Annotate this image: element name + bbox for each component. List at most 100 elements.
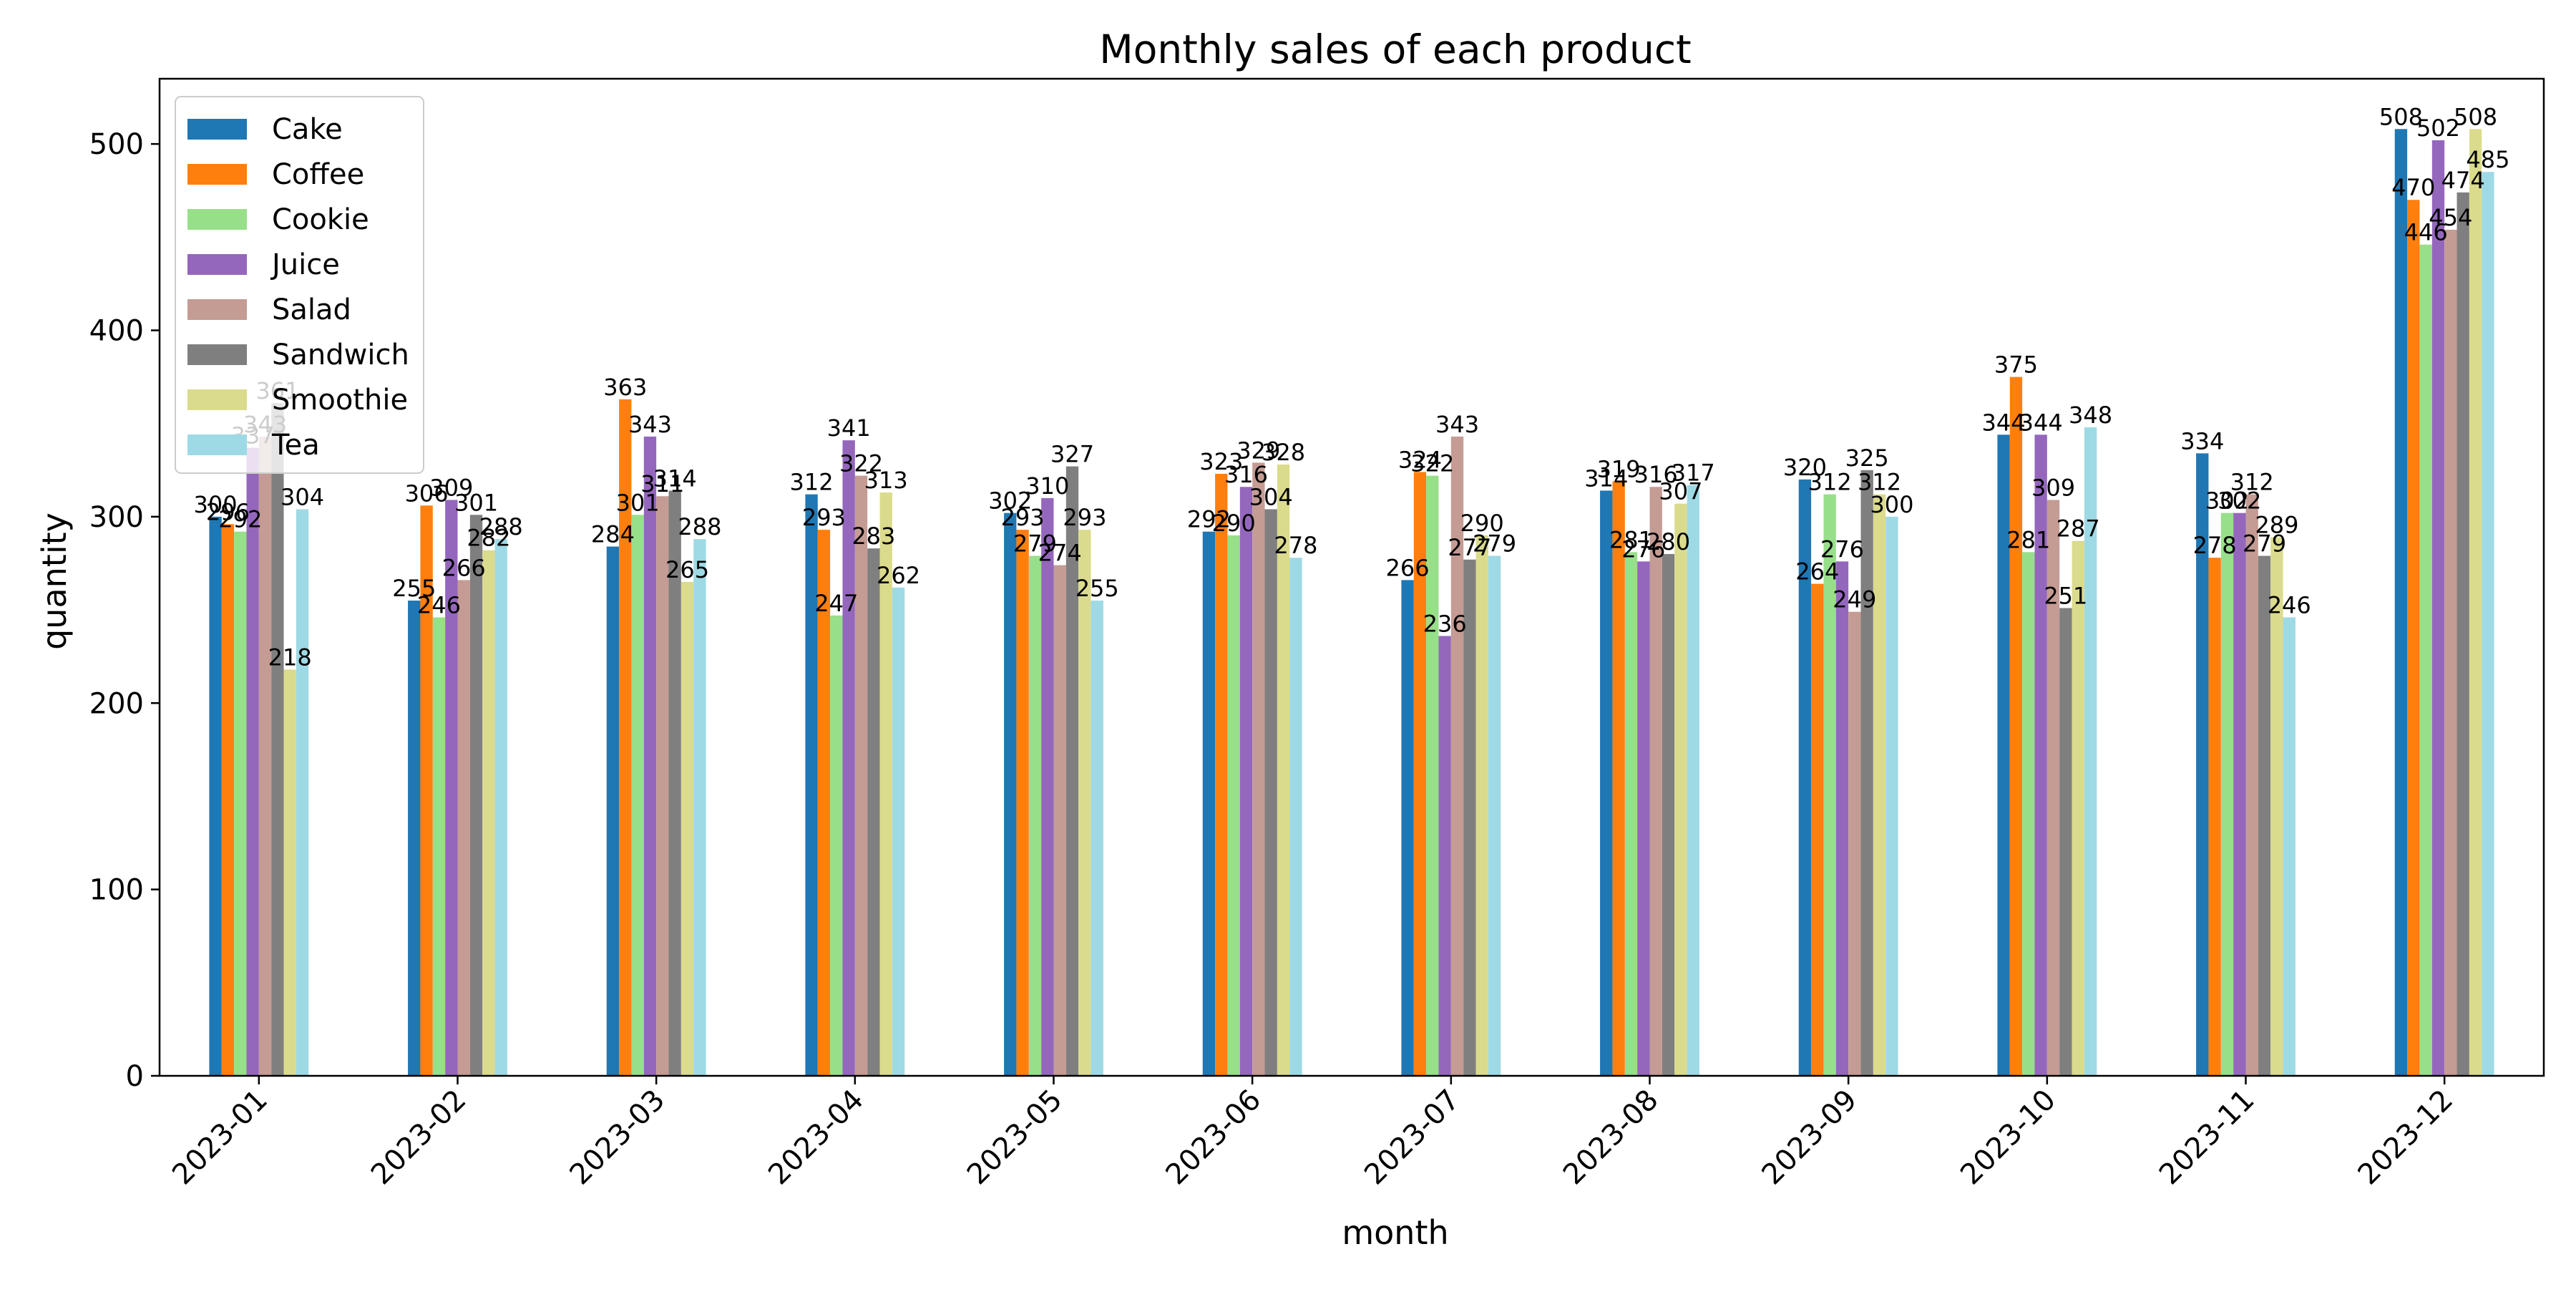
bar-labels-layer: 3002962923373433612183042553062463092663… <box>194 103 2510 671</box>
bar-smoothie-2023-03 <box>680 582 694 1076</box>
legend-label-cookie: Cookie <box>272 203 369 236</box>
x-tick-label: 2023-07 <box>1358 1084 1466 1192</box>
bar-value-label: 307 <box>1659 478 1702 505</box>
bar-value-label: 262 <box>877 562 920 589</box>
bar-cake-2023-10 <box>1997 434 2010 1076</box>
bar-value-label: 266 <box>1386 554 1430 581</box>
bar-value-label: 375 <box>1994 351 2038 379</box>
bar-sandwich-2023-09 <box>1860 470 1873 1076</box>
bar-value-label: 292 <box>218 506 262 533</box>
bar-juice-2023-02 <box>445 500 458 1076</box>
bar-juice-2023-03 <box>643 436 657 1076</box>
bar-value-label: 306 <box>405 480 449 507</box>
bar-juice-2023-08 <box>1637 561 1650 1076</box>
bar-cake-2023-03 <box>606 546 620 1076</box>
legend-swatch-juice <box>187 254 247 275</box>
bar-cookie-2023-11 <box>2220 513 2234 1076</box>
bar-tea-2023-02 <box>494 539 507 1076</box>
bar-value-label: 276 <box>1621 535 1665 563</box>
y-tick-label: 300 <box>89 501 144 534</box>
bar-value-label: 301 <box>616 489 660 516</box>
bar-value-label: 302 <box>2205 487 2249 515</box>
bar-salad-2023-10 <box>2046 500 2060 1076</box>
bar-cake-2023-05 <box>1004 513 1017 1076</box>
bar-smoothie-2023-01 <box>283 669 296 1076</box>
bar-cookie-2023-02 <box>432 617 446 1076</box>
bar-value-label: 300 <box>1870 491 1913 518</box>
bar-salad-2023-08 <box>1649 487 1662 1076</box>
bar-tea-2023-05 <box>1091 601 1103 1076</box>
x-tick-label: 2023-12 <box>2352 1084 2460 1192</box>
x-tick-label: 2023-03 <box>564 1084 672 1192</box>
bar-sandwich-2023-01 <box>271 403 284 1076</box>
bar-value-label: 280 <box>1646 528 1690 555</box>
bar-juice-2023-10 <box>2034 434 2047 1076</box>
bar-cake-2023-02 <box>408 601 421 1076</box>
bar-value-label: 292 <box>1187 506 1231 533</box>
bar-cookie-2023-12 <box>2419 244 2432 1077</box>
bar-value-label: 502 <box>2416 115 2460 142</box>
y-tick-label: 200 <box>89 687 144 720</box>
bar-coffee-2023-10 <box>2009 377 2023 1076</box>
x-tick-label: 2023-06 <box>1160 1084 1268 1192</box>
bar-value-label: 312 <box>2230 469 2274 496</box>
bar-value-label: 312 <box>1858 469 1901 496</box>
bar-salad-2023-05 <box>1053 565 1066 1076</box>
bar-coffee-2023-04 <box>817 530 831 1076</box>
bar-sandwich-2023-03 <box>668 490 681 1076</box>
bar-salad-2023-12 <box>2444 229 2457 1076</box>
bar-value-label: 312 <box>790 469 834 496</box>
bar-tea-2023-01 <box>296 509 309 1076</box>
bar-value-label: 290 <box>1460 510 1504 537</box>
bar-salad-2023-01 <box>258 436 272 1076</box>
bar-value-label: 279 <box>1013 530 1057 558</box>
bar-tea-2023-11 <box>2283 617 2296 1076</box>
bar-value-label: 314 <box>653 465 697 492</box>
bar-sandwich-2023-05 <box>1065 466 1079 1076</box>
bar-value-label: 324 <box>1398 446 1442 473</box>
bar-smoothie-2023-09 <box>1873 494 1886 1076</box>
bar-value-label: 293 <box>1063 504 1106 531</box>
bar-value-label: 251 <box>2044 582 2087 609</box>
bar-smoothie-2023-07 <box>1475 535 1488 1076</box>
bar-value-label: 344 <box>2019 409 2063 436</box>
bar-juice-2023-06 <box>1239 487 1253 1076</box>
bar-value-label: 287 <box>2057 515 2100 543</box>
bar-coffee-2023-09 <box>1811 583 1824 1076</box>
bar-smoothie-2023-05 <box>1078 530 1091 1076</box>
bar-value-label: 265 <box>665 556 709 583</box>
bar-value-label: 278 <box>1274 532 1317 559</box>
bar-value-label: 316 <box>1634 461 1678 488</box>
bar-juice-2023-11 <box>2233 513 2246 1076</box>
bar-value-label: 255 <box>1075 575 1119 602</box>
legend-label-salad: Salad <box>272 293 351 326</box>
bar-cake-2023-04 <box>805 494 818 1076</box>
bar-value-label: 277 <box>1448 534 1491 561</box>
bar-cake-2023-12 <box>2394 129 2408 1077</box>
bar-value-label: 320 <box>1783 454 1827 481</box>
x-tick-label: 2023-04 <box>762 1084 870 1192</box>
bar-value-label: 264 <box>1795 558 1839 586</box>
bar-value-label: 249 <box>1833 586 1876 613</box>
bar-juice-2023-07 <box>1438 636 1451 1076</box>
bar-cookie-2023-07 <box>1426 475 1439 1076</box>
bar-value-label: 284 <box>591 521 635 548</box>
y-tick-label: 500 <box>89 128 144 161</box>
bar-coffee-2023-11 <box>2208 558 2221 1076</box>
y-axis-label: quantity <box>35 513 74 650</box>
bar-cookie-2023-09 <box>1823 494 1836 1076</box>
bar-value-label: 288 <box>678 513 721 540</box>
bar-value-label: 446 <box>2404 219 2448 246</box>
bar-coffee-2023-01 <box>221 524 235 1076</box>
bar-sandwich-2023-12 <box>2457 192 2469 1077</box>
bar-value-label: 313 <box>864 467 908 494</box>
bar-sandwich-2023-10 <box>2059 608 2072 1076</box>
bar-salad-2023-09 <box>1848 611 1861 1076</box>
legend-swatch-sandwich <box>187 344 247 365</box>
bars-layer <box>209 129 2494 1077</box>
bar-value-label: 343 <box>628 411 672 438</box>
bar-value-label: 363 <box>603 374 647 401</box>
bar-cake-2023-01 <box>209 516 222 1076</box>
bar-value-label: 334 <box>2180 427 2224 455</box>
bar-smoothie-2023-10 <box>2072 540 2084 1076</box>
